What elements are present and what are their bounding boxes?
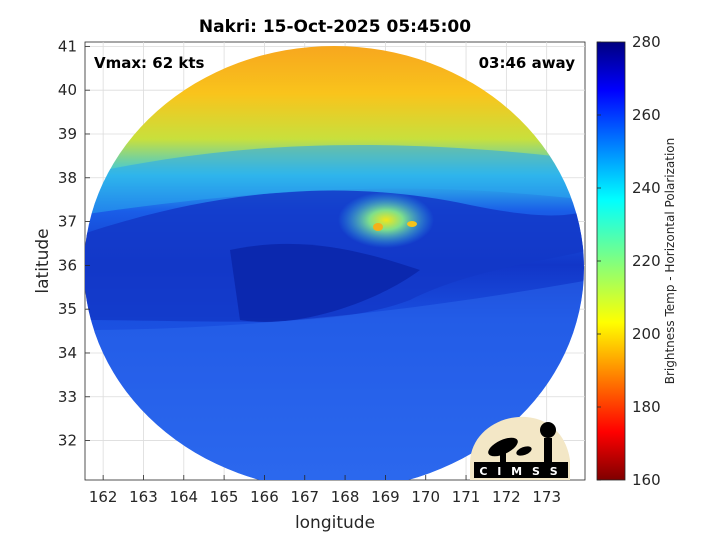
x-tick-label: 165 xyxy=(210,488,239,506)
x-tick-label: 173 xyxy=(532,488,561,506)
y-tick-label: 36 xyxy=(58,256,77,274)
cimss-logo: C I M S S xyxy=(470,416,570,480)
y-tick-label: 34 xyxy=(58,344,77,362)
colorbar-tick-label: 280 xyxy=(632,33,661,51)
x-tick-label: 169 xyxy=(371,488,400,506)
logo-text: C I M S S xyxy=(479,465,560,478)
colorbar-tick-label: 260 xyxy=(632,106,661,124)
time-away-annotation: 03:46 away xyxy=(479,54,576,72)
storm-center xyxy=(338,192,434,248)
y-tick-label: 41 xyxy=(58,37,77,55)
y-tick-label: 40 xyxy=(58,81,77,99)
y-tick-label: 32 xyxy=(58,432,77,450)
y-axis-ticks: 32 33 34 35 36 37 38 39 40 41 xyxy=(58,37,90,450)
colorbar-label: Brightness Temp - Horizontal Polarizatio… xyxy=(663,138,677,385)
x-tick-label: 164 xyxy=(169,488,198,506)
x-tick-label: 166 xyxy=(250,488,279,506)
x-tick-label: 163 xyxy=(129,488,158,506)
y-tick-label: 39 xyxy=(58,125,77,143)
x-tick-label: 162 xyxy=(89,488,118,506)
x-tick-label: 171 xyxy=(452,488,481,506)
colorbar-tick-label: 180 xyxy=(632,398,661,416)
y-tick-label: 35 xyxy=(58,300,77,318)
x-tick-label: 168 xyxy=(331,488,360,506)
x-tick-label: 172 xyxy=(492,488,521,506)
y-axis-label: latitude xyxy=(33,228,53,293)
colorbar-tick-label: 160 xyxy=(632,471,661,489)
x-axis-label: longitude xyxy=(295,513,375,533)
y-tick-label: 33 xyxy=(58,388,77,406)
x-tick-label: 170 xyxy=(411,488,440,506)
y-tick-label: 38 xyxy=(58,169,77,187)
colorbar-tick-label: 240 xyxy=(632,179,661,197)
colorbar xyxy=(596,41,626,481)
vmax-annotation: Vmax: 62 kts xyxy=(94,54,204,72)
y-tick-label: 37 xyxy=(58,213,77,231)
chart-title: Nakri: 15-Oct-2025 05:45:00 xyxy=(199,17,471,37)
colorbar-tick-label: 200 xyxy=(632,325,661,343)
x-tick-label: 167 xyxy=(290,488,319,506)
brightness-temp-swath xyxy=(85,46,584,480)
x-axis-ticks: 162 163 164 165 166 167 168 169 170 171 172 173 xyxy=(89,475,561,506)
colorbar-tick-label: 220 xyxy=(632,252,661,270)
colorbar-ticks: 160 180 200 220 240 260 280 xyxy=(597,33,661,489)
